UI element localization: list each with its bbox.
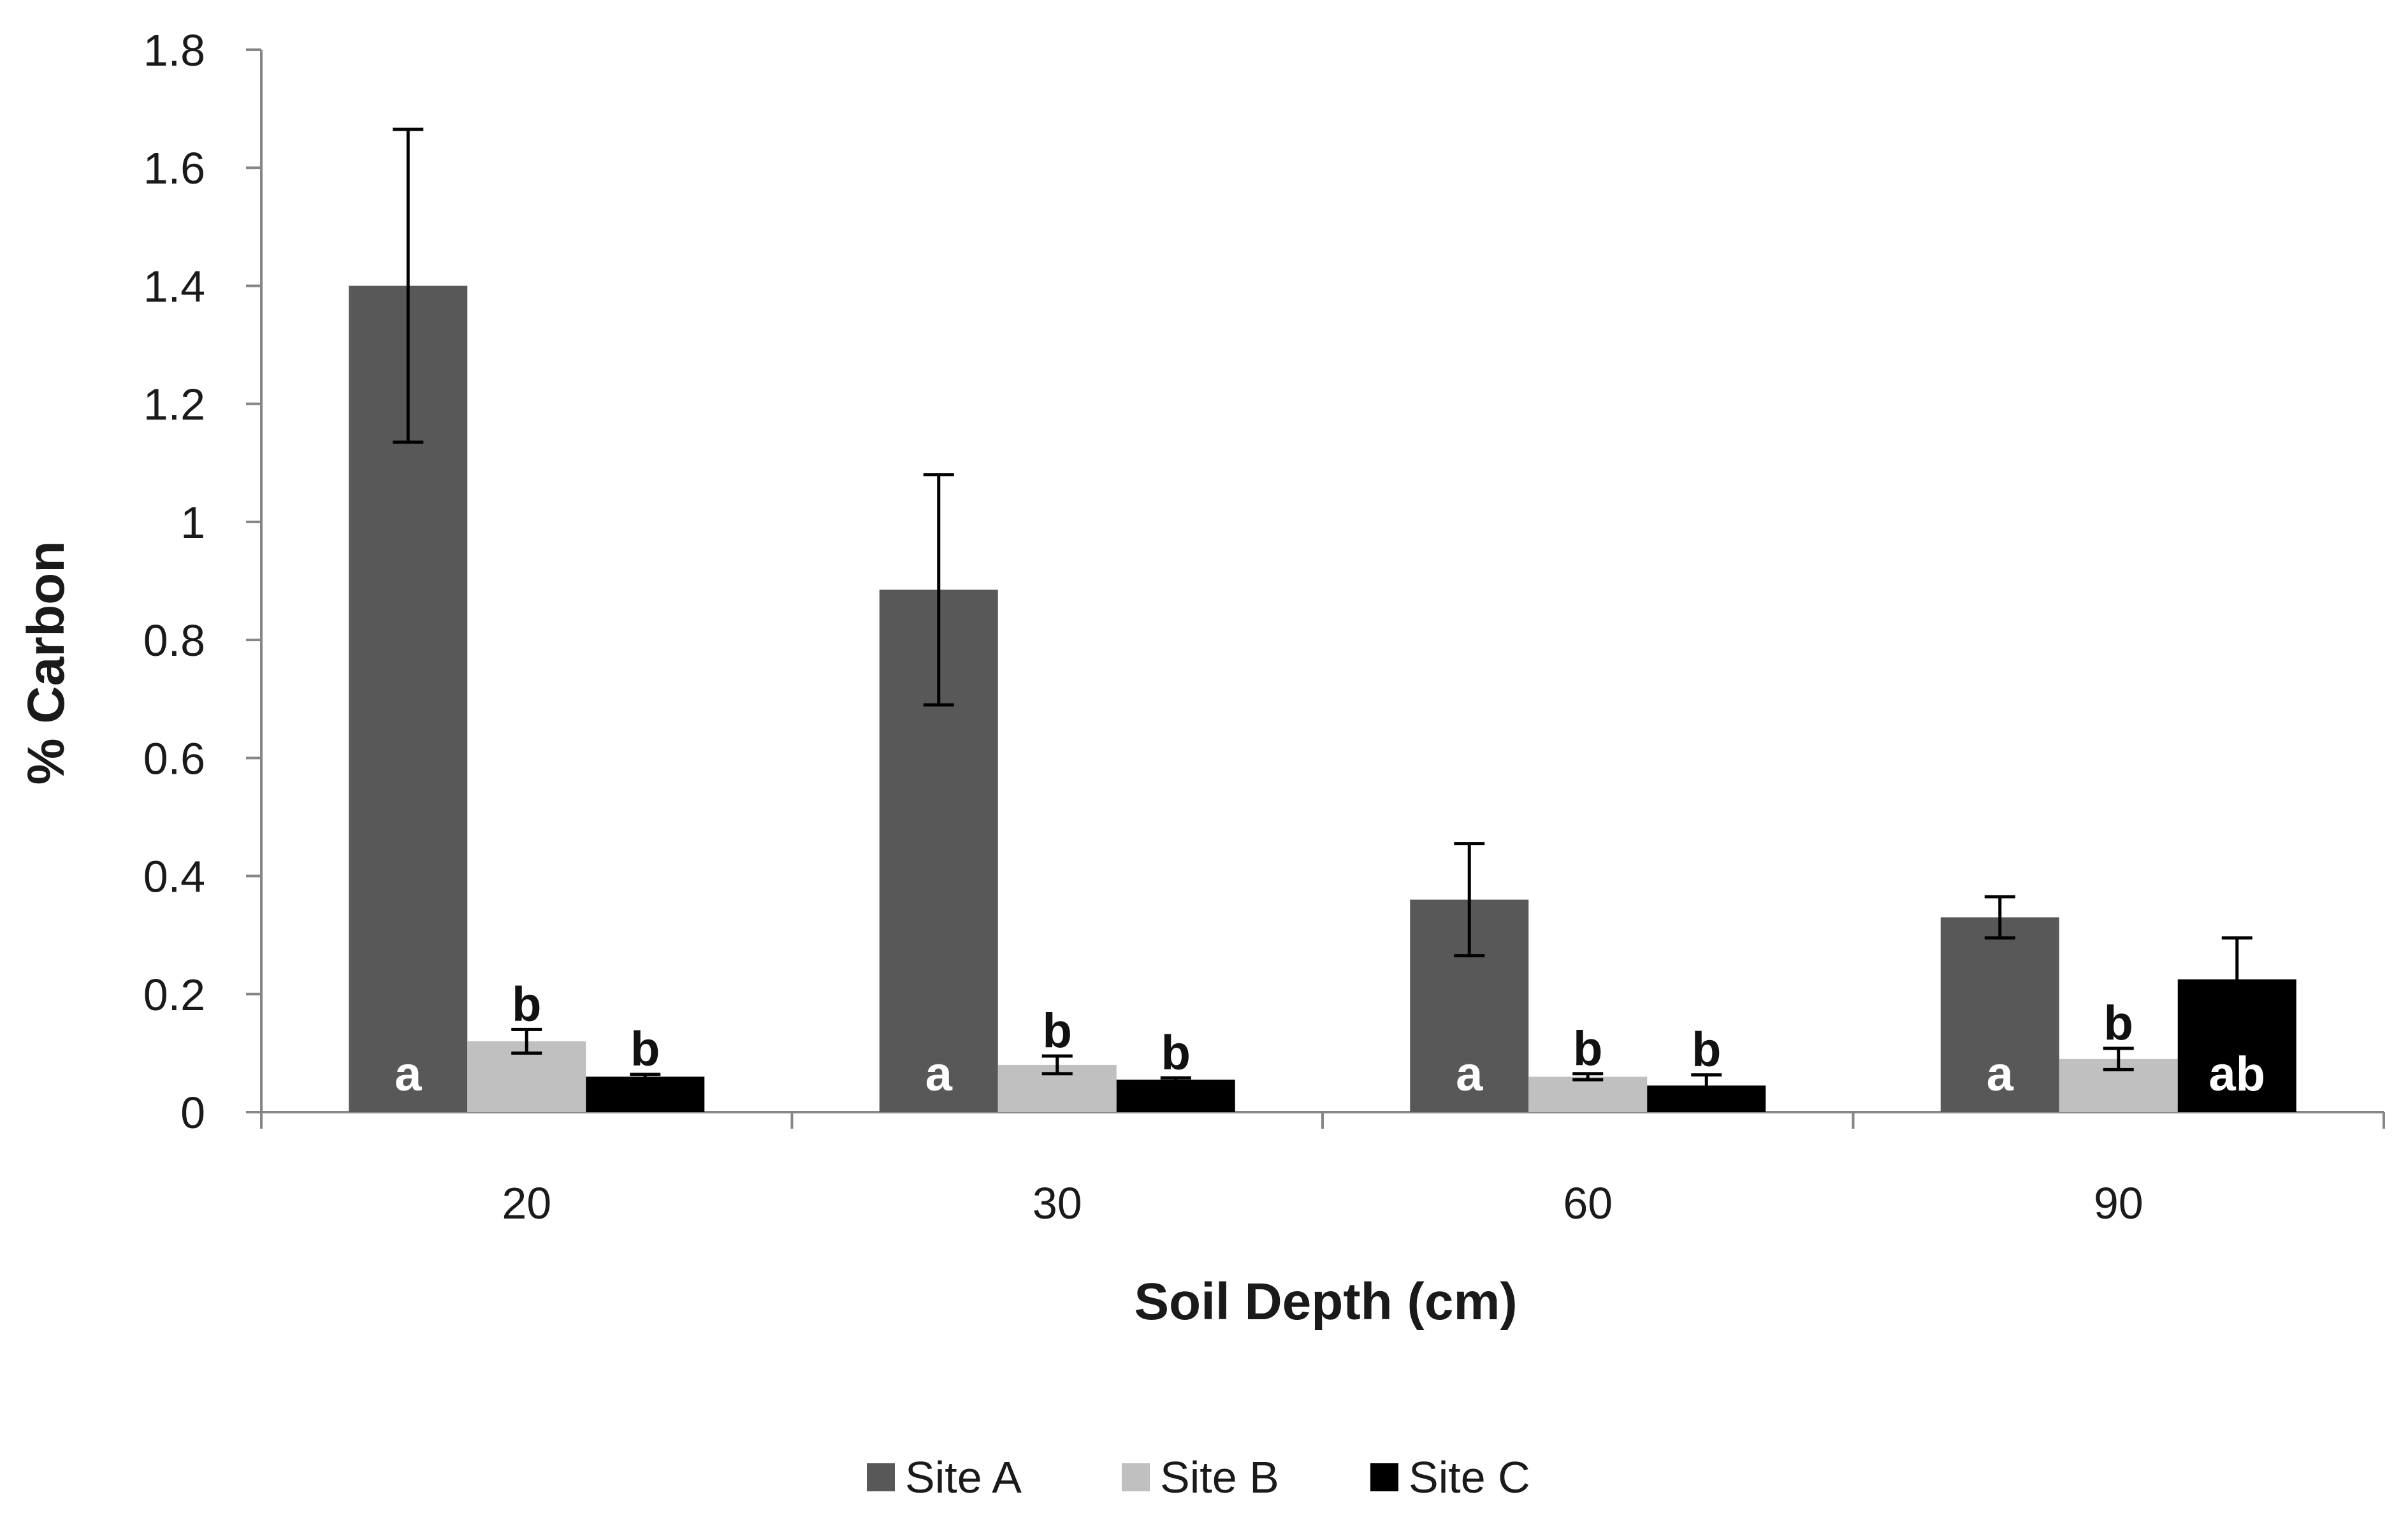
significance-letter: b bbox=[512, 977, 541, 1031]
y-tick-label: 0 bbox=[180, 1088, 205, 1138]
y-tick-label: 1 bbox=[180, 498, 205, 547]
significance-letter: a bbox=[1987, 1047, 2014, 1101]
y-tick-label: 0.2 bbox=[143, 970, 205, 1020]
significance-letter: b bbox=[1573, 1022, 1602, 1076]
significance-letter: b bbox=[1043, 1004, 1072, 1058]
bar-series bbox=[349, 286, 2296, 1112]
significance-letter: a bbox=[395, 1047, 422, 1101]
y-axis: 0 0.2 0.4 0.6 0.8 1 1.2 1.4 1.6 1.8 bbox=[143, 25, 263, 1138]
y-tick-label: 0.8 bbox=[143, 616, 205, 665]
legend-swatch bbox=[1122, 1463, 1150, 1491]
legend-swatch bbox=[867, 1463, 895, 1491]
significance-letter: b bbox=[2104, 996, 2133, 1050]
error-bars bbox=[393, 127, 2252, 1098]
bar-site-b bbox=[1528, 1076, 1648, 1112]
bar-site-a bbox=[1940, 917, 2059, 1112]
legend-label: Site A bbox=[905, 1452, 1022, 1502]
y-tick-label: 1.4 bbox=[143, 261, 205, 311]
y-tick-label: 0.6 bbox=[143, 734, 205, 783]
x-tick-label: 60 bbox=[1563, 1178, 1613, 1228]
y-tick-label: 0.4 bbox=[143, 852, 205, 902]
significance-letter: b bbox=[630, 1022, 660, 1076]
legend-label: Site C bbox=[1409, 1452, 1530, 1502]
legend: Site A Site B Site C bbox=[867, 1452, 1530, 1502]
x-tick-label: 30 bbox=[1033, 1178, 1082, 1228]
significance-letter: b bbox=[1161, 1025, 1191, 1080]
significance-letter: a bbox=[1456, 1047, 1483, 1101]
y-axis-title: % Carbon bbox=[17, 541, 75, 785]
x-axis-title: Soil Depth (cm) bbox=[1134, 1273, 1517, 1331]
significance-letter: ab bbox=[2209, 1047, 2265, 1101]
legend-label: Site B bbox=[1160, 1452, 1279, 1502]
y-tick-label: 1.2 bbox=[143, 380, 205, 430]
bar-site-c bbox=[1116, 1080, 1235, 1112]
significance-letter: b bbox=[1692, 1023, 1721, 1077]
y-tick-label: 1.8 bbox=[143, 25, 205, 75]
y-tick-label: 1.6 bbox=[143, 143, 205, 193]
x-axis: 20 30 60 90 bbox=[260, 1111, 2385, 1228]
significance-letter: a bbox=[925, 1047, 953, 1101]
x-tick-label: 90 bbox=[2094, 1178, 2143, 1228]
x-tick-label: 20 bbox=[502, 1178, 551, 1228]
bar-site-c bbox=[586, 1076, 705, 1112]
legend-swatch bbox=[1370, 1463, 1398, 1491]
